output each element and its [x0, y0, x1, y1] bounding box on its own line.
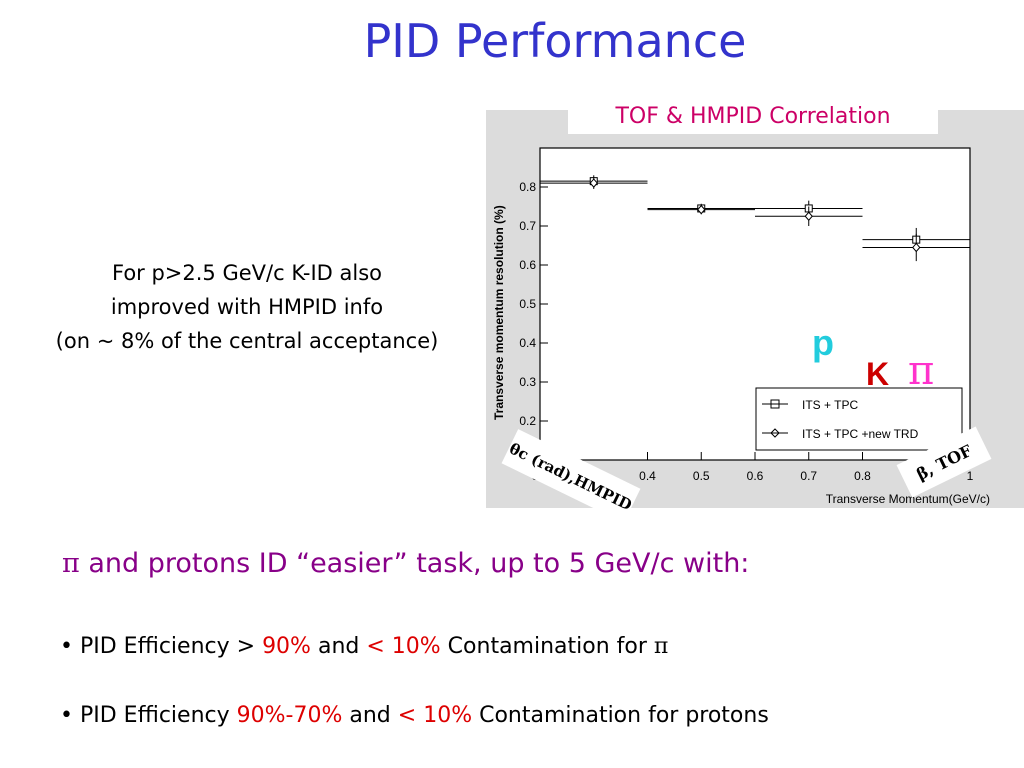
y-axis-label: Transverse momentum resolution (%)	[492, 205, 506, 420]
kaon-label: K	[866, 356, 890, 392]
b2-contamination: < 10%	[397, 703, 473, 728]
bullet-dot: •	[60, 703, 73, 728]
y-tick-label: 0.3	[519, 375, 536, 389]
b1-text-1: PID Efficiency >	[72, 634, 263, 659]
bullet-proton-efficiency: • PID Efficiency 90%-70% and < 10% Conta…	[60, 703, 769, 728]
legend-square-marker	[770, 399, 780, 409]
b1-text-3: Contamination for	[440, 634, 654, 659]
x-tick-label: 0.5	[693, 469, 710, 483]
x-tick-label: 0.4	[639, 469, 656, 483]
bullet-pion-efficiency: • PID Efficiency > 90% and < 10% Contami…	[60, 634, 668, 659]
b2-text-1: PID Efficiency	[72, 703, 237, 728]
b1-efficiency: 90%	[262, 634, 311, 659]
hmpid-note: For p>2.5 GeV/c K-ID also improved with …	[8, 256, 486, 358]
x-axis-label: Transverse Momentum(GeV/c)	[826, 492, 990, 506]
legend-entry-2: ITS + TPC +new TRD	[802, 427, 919, 441]
x-tick-label: 0.6	[747, 469, 764, 483]
y-tick-label: 0.8	[519, 180, 536, 194]
b2-efficiency: 90%-70%	[236, 703, 343, 728]
note-line-3: (on ~ 8% of the central acceptance)	[55, 329, 439, 353]
note-line-2: improved with HMPID info	[110, 295, 384, 319]
pi-symbol: π	[62, 548, 80, 579]
b2-text-2: and	[342, 703, 398, 728]
b1-contamination: < 10%	[366, 634, 441, 659]
y-tick-label: 0.7	[519, 219, 536, 233]
y-tick-label: 0.2	[519, 414, 536, 428]
b1-text-2: and	[310, 634, 367, 659]
data-point	[589, 178, 598, 188]
plot-title: TOF & HMPID Correlation	[568, 100, 938, 134]
data-point	[804, 211, 813, 222]
x-tick-label: 1	[967, 469, 974, 483]
note-line-1: For p>2.5 GeV/c K-ID also	[111, 261, 383, 285]
y-tick-label: 0.5	[519, 297, 536, 311]
x-tick-label: 0.7	[800, 469, 817, 483]
bullet-dot: •	[60, 634, 73, 659]
y-tick-label: 0.6	[519, 258, 536, 272]
legend: ITS + TPC ITS + TPC +new TRD	[755, 387, 963, 451]
pion-label: π	[908, 348, 935, 394]
legend-entry-1: ITS + TPC	[802, 398, 858, 412]
data-point	[697, 204, 706, 215]
b1-pi-symbol: π	[653, 634, 669, 659]
heading-text: and protons ID “easier” task, up to 5 Ge…	[79, 548, 750, 579]
b2-text-3: Contamination for protons	[472, 703, 769, 728]
bullet-heading: π and protons ID “easier” task, up to 5 …	[62, 548, 749, 579]
legend-diamond-marker	[770, 428, 780, 438]
x-tick-label: 0.8	[854, 469, 871, 483]
data-point	[912, 242, 921, 253]
page-title: PID Performance	[363, 14, 747, 68]
series-2	[540, 177, 970, 262]
legend-box	[755, 387, 963, 451]
proton-label: p	[812, 322, 834, 363]
y-tick-label: 0.4	[519, 336, 536, 350]
